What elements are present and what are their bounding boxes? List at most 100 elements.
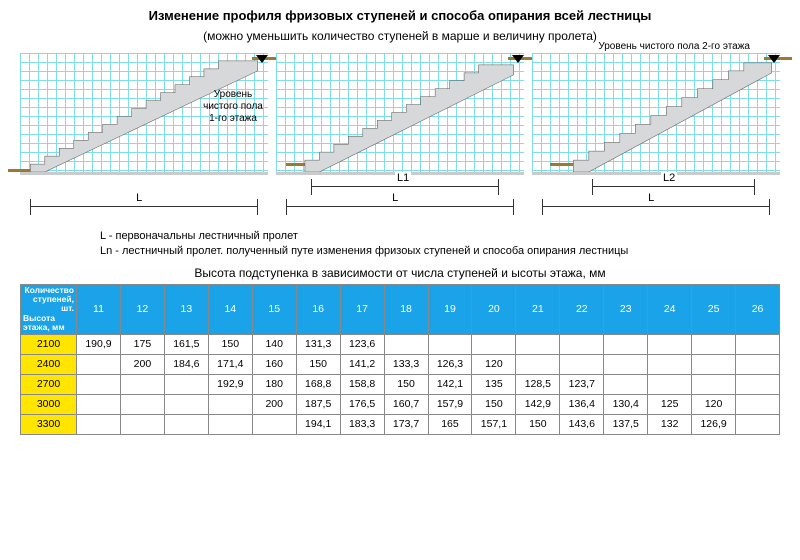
cell: 161,5 xyxy=(164,334,208,354)
col-header: 15 xyxy=(252,284,296,334)
cell: 141,2 xyxy=(340,354,384,374)
col-header: 11 xyxy=(77,284,121,334)
col-header: 12 xyxy=(120,284,164,334)
cell: 143,6 xyxy=(560,414,604,434)
cell: 157,9 xyxy=(428,394,472,414)
page-title: Изменение профиля фризовых ступеней и сп… xyxy=(20,8,780,23)
riser-table: Количество ступеней, шт. Высота этажа, м… xyxy=(20,284,780,435)
cell xyxy=(164,414,208,434)
diagrams-row: Уровень чистого пола 2-го этажа L xyxy=(20,53,780,223)
diagram-2: Уровень чистого пола 1-го этажа L1 L xyxy=(276,53,524,223)
row-header: 3300 xyxy=(21,414,77,434)
cell: 173,7 xyxy=(384,414,428,434)
cell xyxy=(428,334,472,354)
row-header: 2700 xyxy=(21,374,77,394)
col-header: 13 xyxy=(164,284,208,334)
corner-top: Количество ступеней, шт. xyxy=(21,286,76,314)
col-header: 17 xyxy=(340,284,384,334)
cell xyxy=(648,374,692,394)
cell: 157,1 xyxy=(472,414,516,434)
cell: 200 xyxy=(252,394,296,414)
cell: 125 xyxy=(648,394,692,414)
cell xyxy=(604,374,648,394)
cell xyxy=(692,374,736,394)
floor1-label: Уровень чистого пола 1-го этажа xyxy=(198,89,268,125)
cell xyxy=(208,394,252,414)
cell: 168,8 xyxy=(296,374,340,394)
span-L1-label: L1 xyxy=(395,172,411,184)
row-header: 2100 xyxy=(21,334,77,354)
col-header: 25 xyxy=(692,284,736,334)
cell: 140 xyxy=(252,334,296,354)
cell: 180 xyxy=(252,374,296,394)
cell: 131,3 xyxy=(296,334,340,354)
cell: 150 xyxy=(208,334,252,354)
table-row: 3300194,1183,3173,7165157,1150143,6137,5… xyxy=(21,414,780,434)
cell: 200 xyxy=(120,354,164,374)
legend: L - первоначальны лестничный пролет Ln -… xyxy=(100,229,780,260)
cell xyxy=(120,414,164,434)
col-header: 20 xyxy=(472,284,516,334)
cell xyxy=(560,354,604,374)
cell: 126,3 xyxy=(428,354,472,374)
cell: 175 xyxy=(120,334,164,354)
cell: 158,8 xyxy=(340,374,384,394)
row-header: 2400 xyxy=(21,354,77,374)
table-row: 2400200184,6171,4160150141,2133,3126,312… xyxy=(21,354,780,374)
cell: 132 xyxy=(648,414,692,434)
table-row: 2100190,9175161,5150140131,3123,6 xyxy=(21,334,780,354)
col-header: 26 xyxy=(736,284,780,334)
legend-Ln: Ln - лестничный пролет. полученный путе … xyxy=(100,244,780,259)
diagram-3: L2 L xyxy=(532,53,780,223)
table-row: 3000200187,5176,5160,7157,9150142,9136,4… xyxy=(21,394,780,414)
corner-header: Количество ступеней, шт. Высота этажа, м… xyxy=(21,284,77,334)
cell xyxy=(692,354,736,374)
cell: 120 xyxy=(472,354,516,374)
table-body: 2100190,9175161,5150140131,3123,62400200… xyxy=(21,334,780,434)
cell xyxy=(164,374,208,394)
cell: 165 xyxy=(428,414,472,434)
cell xyxy=(648,354,692,374)
cell xyxy=(208,414,252,434)
table-title: Высота подступенка в зависимости от числ… xyxy=(20,266,780,280)
cell xyxy=(736,354,780,374)
cell xyxy=(648,334,692,354)
cell xyxy=(604,334,648,354)
cell: 135 xyxy=(472,374,516,394)
cell xyxy=(77,374,121,394)
cell: 150 xyxy=(472,394,516,414)
span-L-label: L xyxy=(134,192,144,204)
diagram-1: L xyxy=(20,53,268,223)
cell xyxy=(120,374,164,394)
cell: 150 xyxy=(516,414,560,434)
cell: 150 xyxy=(296,354,340,374)
cell: 137,5 xyxy=(604,414,648,434)
cell xyxy=(560,334,604,354)
cell: 123,6 xyxy=(340,334,384,354)
cell xyxy=(77,354,121,374)
cell xyxy=(516,354,560,374)
cell: 190,9 xyxy=(77,334,121,354)
cell: 123,7 xyxy=(560,374,604,394)
stairs-2-icon xyxy=(276,53,524,172)
cell xyxy=(120,394,164,414)
dim-2: L1 L xyxy=(276,173,524,223)
cell xyxy=(736,414,780,434)
cell xyxy=(692,334,736,354)
page: Изменение профиля фризовых ступеней и сп… xyxy=(0,0,800,443)
col-header: 19 xyxy=(428,284,472,334)
cell: 194,1 xyxy=(296,414,340,434)
cell xyxy=(472,334,516,354)
cell xyxy=(77,394,121,414)
cell: 130,4 xyxy=(604,394,648,414)
span-L-label: L xyxy=(646,192,656,204)
dim-3: L2 L xyxy=(532,173,780,223)
grid-2: Уровень чистого пола 1-го этажа xyxy=(276,53,524,173)
floor2-label: Уровень чистого пола 2-го этажа xyxy=(598,41,750,52)
stairs-3-icon xyxy=(532,53,780,172)
cell xyxy=(252,414,296,434)
cell xyxy=(77,414,121,434)
cell xyxy=(736,334,780,354)
cell xyxy=(384,334,428,354)
cell xyxy=(604,354,648,374)
